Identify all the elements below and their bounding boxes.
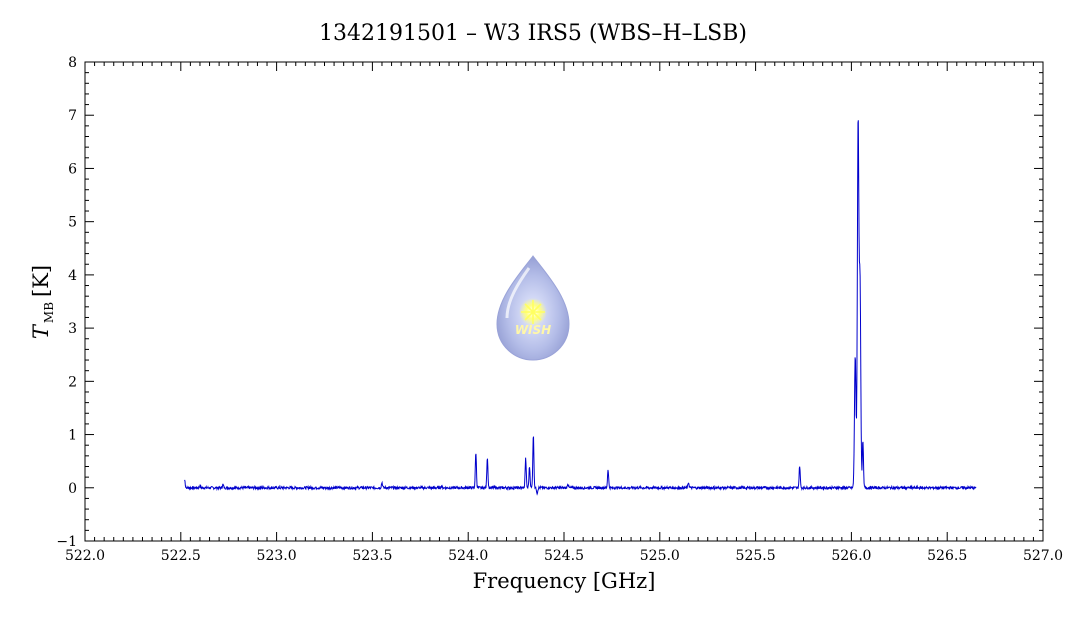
y-axis-label-main: T (29, 323, 53, 339)
y-axis-label: TMB [K] (29, 265, 56, 339)
wish-logo-text: WISH (515, 323, 551, 337)
y-tick-label: 8 (68, 55, 77, 71)
x-tick-label: 525.5 (736, 548, 776, 564)
y-axis-label-sub: MB (42, 302, 56, 323)
x-tick-label: 523.5 (352, 548, 392, 564)
y-tick-label: −1 (56, 534, 77, 550)
x-tick-label: 526.0 (831, 548, 871, 564)
x-tick-labels: 522.0 522.5 523.0 523.5 524.0 524.5 525.0 525.5… (65, 548, 1063, 564)
x-tick-label: 525.0 (640, 548, 680, 564)
plot-axes (84, 61, 1044, 542)
y-tick-label: 2 (68, 374, 77, 390)
spectrum-line (184, 120, 977, 496)
chart-title: 1342191501 – W3 IRS5 (WBS–H–LSB) (319, 21, 747, 46)
x-tick-label: 524.5 (544, 548, 584, 564)
wish-drop-logo: WISH (496, 255, 570, 361)
y-tick-label: 3 (68, 321, 77, 337)
y-axis-label-unit: [K] (29, 265, 53, 297)
x-axis-label: Frequency [GHz] (473, 569, 656, 593)
y-tick-label: 1 (68, 428, 77, 444)
x-tick-label: 522.5 (161, 548, 201, 564)
x-tick-label: 524.0 (448, 548, 488, 564)
y-tick-labels: −1 0 1 2 3 4 5 6 7 8 (56, 55, 77, 550)
x-tick-label: 526.5 (927, 548, 967, 564)
x-tick-label: 522.0 (65, 548, 105, 564)
y-tick-label: 7 (68, 108, 77, 124)
svg-text:TMB[K]: TMB [K] (29, 265, 56, 339)
y-tick-label: 0 (68, 481, 77, 497)
y-tick-label: 4 (68, 268, 77, 284)
x-tick-label: 527.0 (1023, 548, 1063, 564)
x-tick-label: 523.0 (257, 548, 297, 564)
y-tick-label: 5 (68, 215, 77, 231)
y-tick-label: 6 (68, 161, 77, 177)
